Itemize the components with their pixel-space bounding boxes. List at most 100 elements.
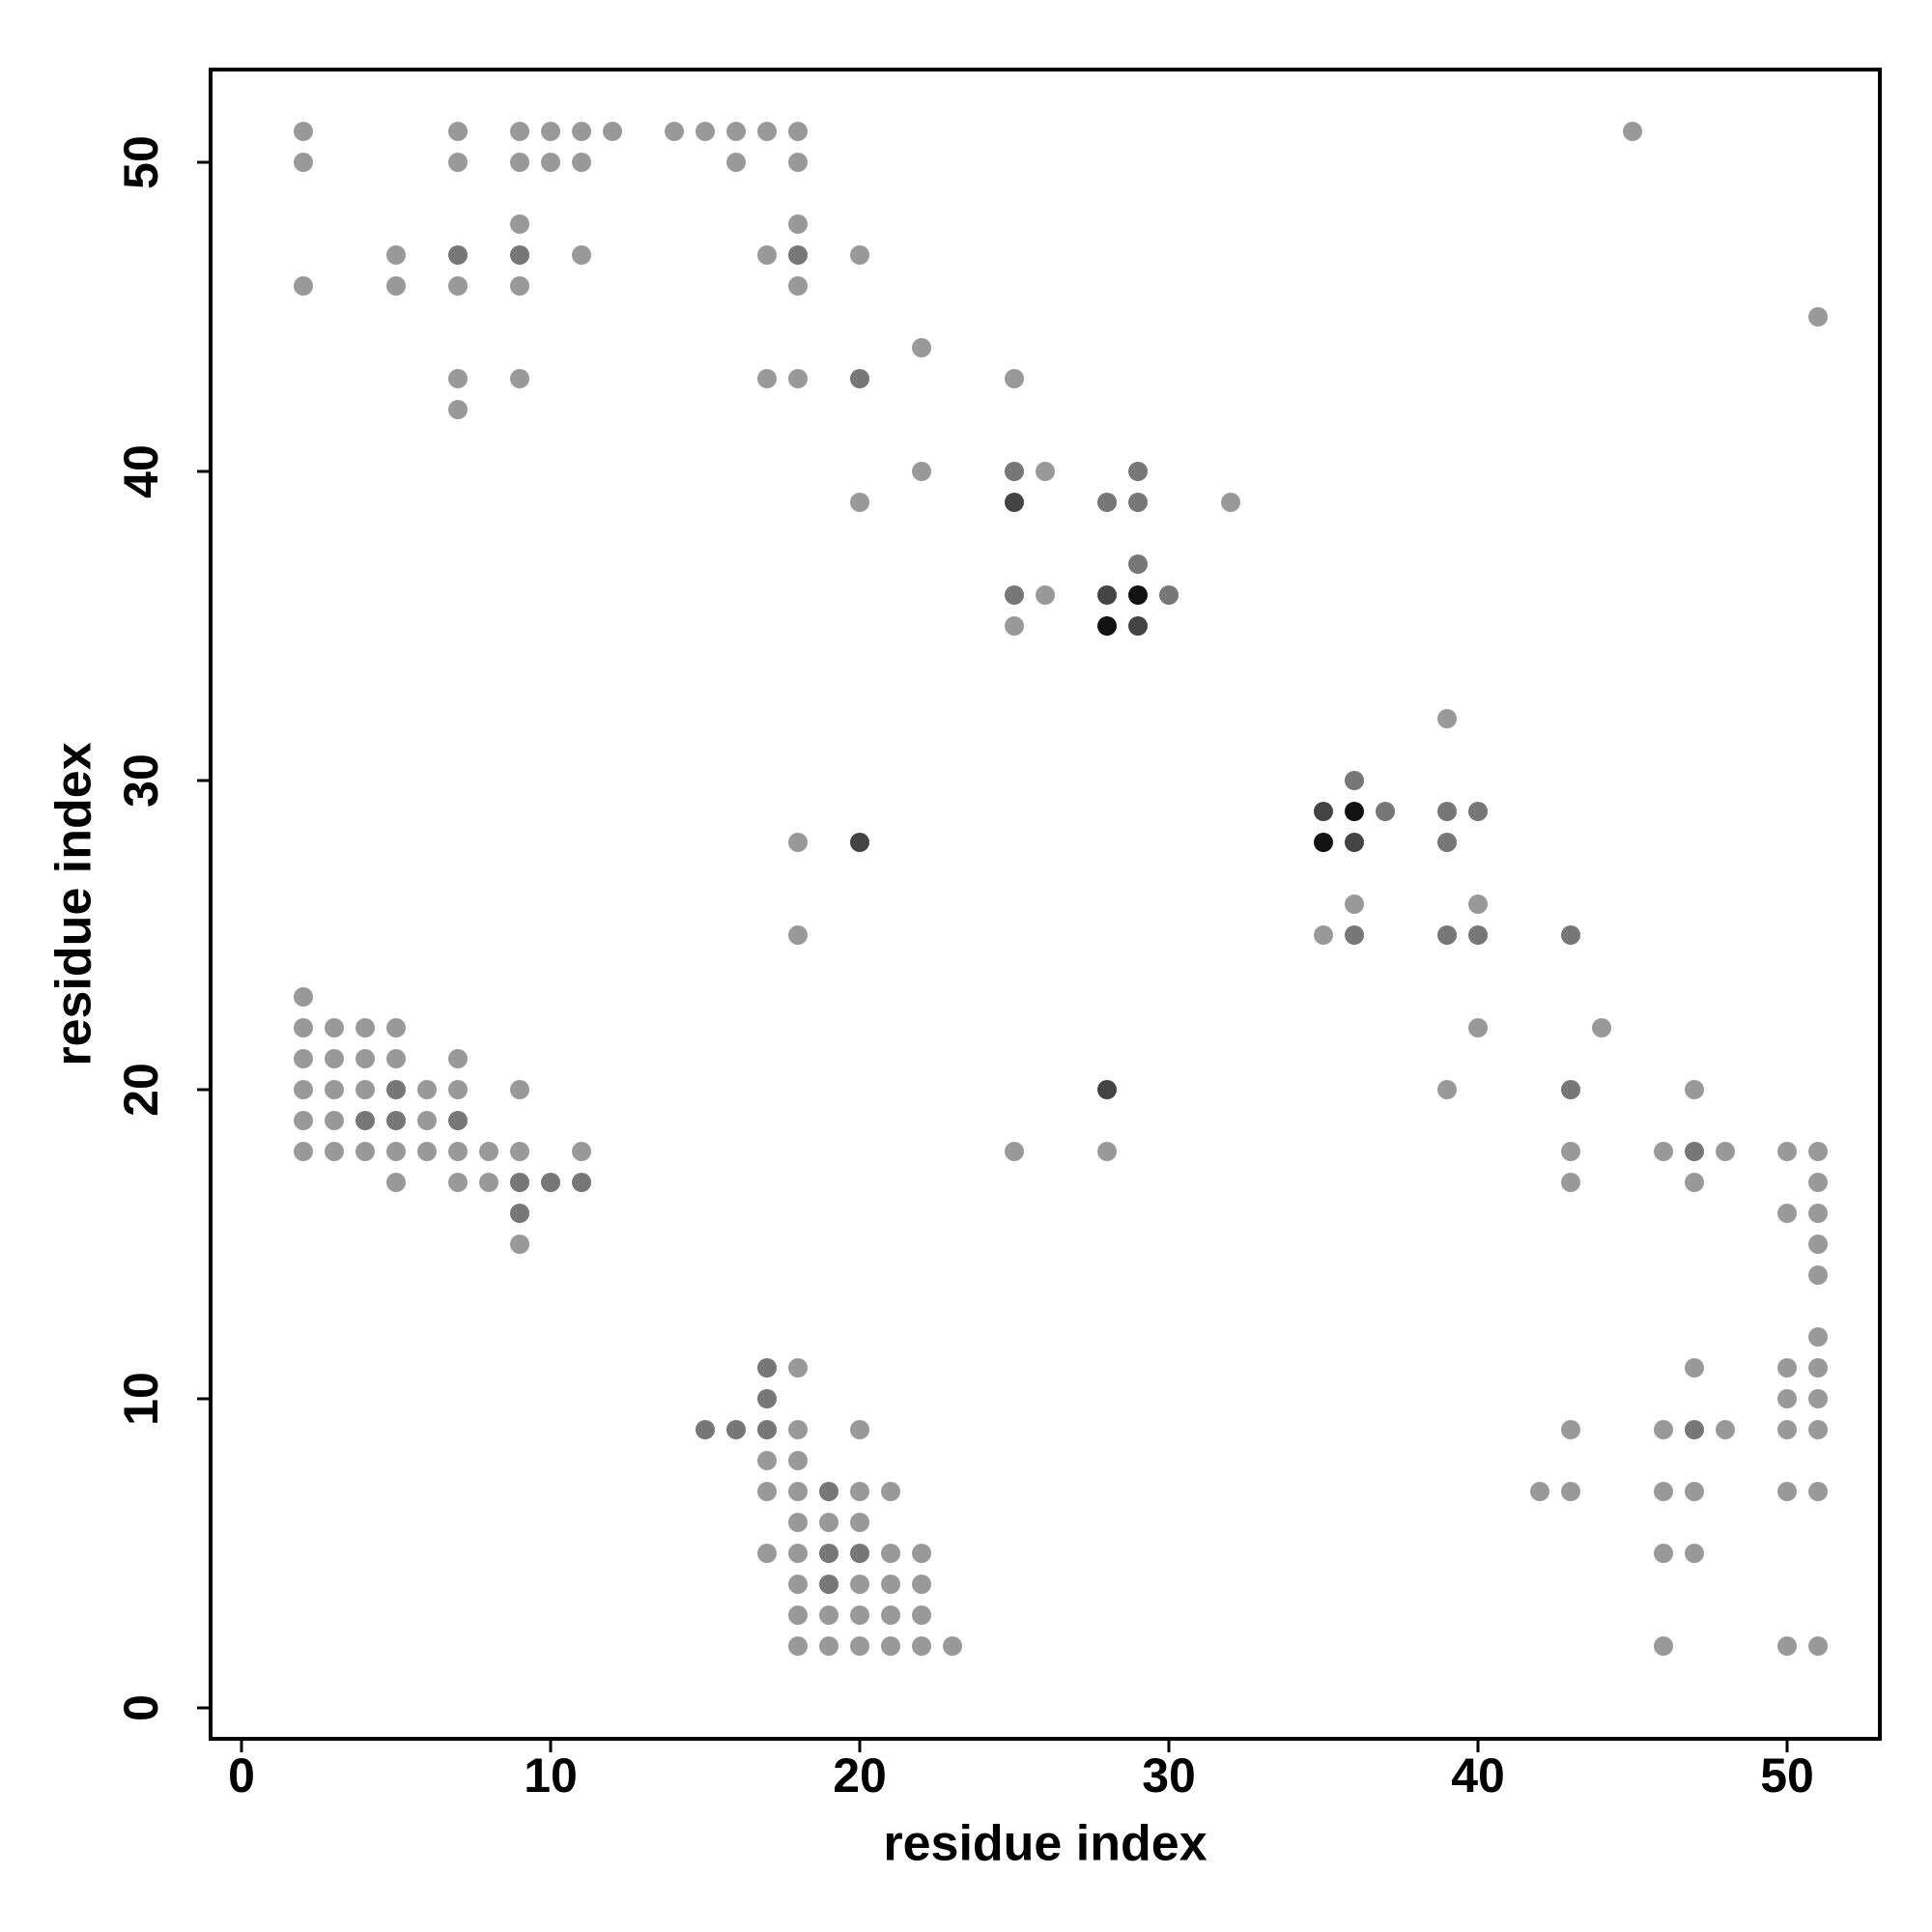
point [386, 245, 406, 265]
point [850, 1575, 869, 1594]
point [1097, 493, 1117, 512]
point [850, 1605, 869, 1625]
point [696, 122, 715, 141]
point [294, 122, 313, 141]
point [448, 1142, 468, 1161]
point [386, 1142, 406, 1161]
point [819, 1544, 838, 1563]
point [881, 1636, 900, 1656]
point [294, 276, 313, 296]
point [819, 1513, 838, 1532]
point [850, 1420, 869, 1439]
point [1654, 1482, 1673, 1501]
point [479, 1173, 498, 1192]
point [1808, 1327, 1828, 1347]
point [510, 153, 529, 172]
point [1808, 1142, 1828, 1161]
point [912, 1636, 931, 1656]
point [788, 214, 808, 234]
point [1468, 895, 1488, 914]
point [325, 1111, 344, 1130]
point [1437, 802, 1457, 821]
point [448, 1111, 468, 1130]
point [850, 1513, 869, 1532]
point [1685, 1420, 1704, 1439]
point [510, 122, 529, 141]
point [1345, 802, 1364, 821]
point [1128, 493, 1148, 512]
point [1685, 1482, 1704, 1501]
point [355, 1080, 375, 1099]
y-tick-label: 40 [114, 444, 168, 498]
x-tick-label: 10 [524, 1748, 578, 1803]
point [1097, 1142, 1117, 1161]
point [541, 153, 560, 172]
point [1561, 1482, 1580, 1501]
point [1561, 1080, 1580, 1099]
x-tick-label: 0 [228, 1748, 255, 1803]
point [1716, 1420, 1735, 1439]
point [294, 1049, 313, 1068]
x-axis-label: residue index [883, 1816, 1207, 1872]
point [850, 1482, 869, 1501]
point [448, 369, 468, 388]
point [665, 122, 684, 141]
point [1221, 493, 1240, 512]
point [1777, 1204, 1797, 1223]
point [1097, 585, 1117, 605]
point [757, 1420, 777, 1439]
point [1808, 1265, 1828, 1285]
point [912, 462, 931, 481]
point [386, 1049, 406, 1068]
point [1128, 554, 1148, 574]
point [757, 1451, 777, 1470]
point [1685, 1080, 1704, 1099]
point [850, 1636, 869, 1656]
point [1808, 1389, 1828, 1408]
point [325, 1142, 344, 1161]
point [1685, 1358, 1704, 1378]
point [1005, 585, 1024, 605]
point [757, 122, 777, 141]
point [510, 1204, 529, 1223]
point [788, 925, 808, 945]
point [1808, 1173, 1828, 1192]
point [1345, 895, 1364, 914]
point [510, 1080, 529, 1099]
point [819, 1636, 838, 1656]
point [788, 1420, 808, 1439]
point [1777, 1142, 1797, 1161]
point [448, 153, 468, 172]
point [912, 1605, 931, 1625]
point [1097, 616, 1117, 636]
point [788, 833, 808, 852]
point [1808, 1358, 1828, 1378]
point [417, 1142, 437, 1161]
point [1654, 1142, 1673, 1161]
point [1654, 1636, 1673, 1656]
x-tick-label: 40 [1451, 1748, 1505, 1803]
point [1808, 1204, 1828, 1223]
point [572, 1142, 591, 1161]
point [1654, 1544, 1673, 1563]
point [1097, 1080, 1117, 1099]
point [696, 1420, 715, 1439]
point [788, 1451, 808, 1470]
point [510, 276, 529, 296]
x-tick-label: 50 [1760, 1748, 1814, 1803]
point [850, 493, 869, 512]
point [386, 1018, 406, 1037]
point [572, 122, 591, 141]
point [1777, 1389, 1797, 1408]
point [1437, 833, 1457, 852]
point [881, 1482, 900, 1501]
point [1159, 585, 1179, 605]
point [850, 833, 869, 852]
point [788, 1636, 808, 1656]
point [1437, 709, 1457, 728]
point [541, 1173, 560, 1192]
point [1561, 1142, 1580, 1161]
point [1777, 1358, 1797, 1378]
point [1561, 1173, 1580, 1192]
